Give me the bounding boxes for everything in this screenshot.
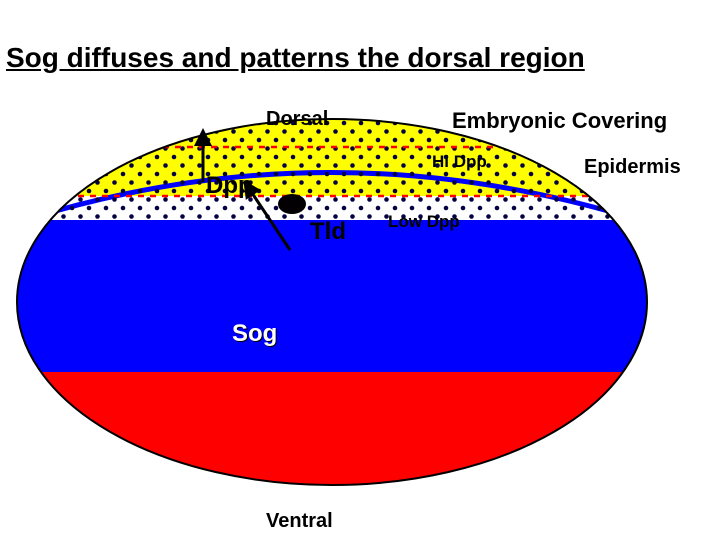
tld-spot [278, 194, 306, 214]
label-ventral: Ventral [266, 510, 333, 533]
label-epidermis: Epidermis [584, 156, 681, 179]
label-sog: Sog [232, 320, 277, 348]
label-hi-dpp: Hi Dpp [432, 152, 487, 172]
label-dpp: Dpp [206, 172, 253, 200]
middle-blue-band [0, 220, 720, 372]
label-low-dpp: Low Dpp [388, 212, 460, 232]
embryo-diagram [0, 0, 720, 540]
ventral-red-band [0, 370, 720, 540]
label-tld: Tld [310, 218, 346, 246]
label-embryonic: Embryonic Covering [452, 108, 667, 134]
label-dorsal: Dorsal [266, 108, 328, 131]
